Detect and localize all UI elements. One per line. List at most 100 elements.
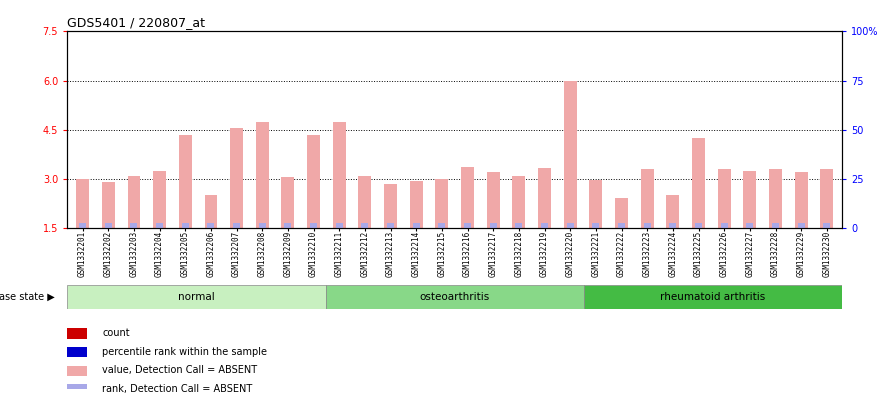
Text: GSM1332205: GSM1332205 xyxy=(181,231,190,277)
Text: GSM1332213: GSM1332213 xyxy=(386,231,395,277)
Bar xyxy=(384,184,397,228)
Bar xyxy=(772,223,779,228)
Bar xyxy=(332,121,346,228)
Bar xyxy=(744,171,756,228)
Bar xyxy=(358,176,371,228)
Text: GSM1332214: GSM1332214 xyxy=(412,231,421,277)
Text: GDS5401 / 220807_at: GDS5401 / 220807_at xyxy=(67,16,205,29)
Text: GSM1332208: GSM1332208 xyxy=(258,231,267,277)
Bar xyxy=(823,223,831,228)
Bar xyxy=(821,169,833,228)
Bar xyxy=(207,223,214,228)
Bar xyxy=(307,135,320,228)
Bar xyxy=(769,169,782,228)
Bar xyxy=(718,169,730,228)
Text: GSM1332220: GSM1332220 xyxy=(565,231,574,277)
Bar xyxy=(695,223,702,228)
Bar xyxy=(797,223,805,228)
Text: GSM1332228: GSM1332228 xyxy=(771,231,780,277)
Text: GSM1332217: GSM1332217 xyxy=(488,231,497,277)
Text: GSM1332221: GSM1332221 xyxy=(591,231,600,277)
Bar xyxy=(541,223,548,228)
Text: GSM1332226: GSM1332226 xyxy=(719,231,728,277)
Text: disease state ▶: disease state ▶ xyxy=(0,292,55,302)
Bar xyxy=(284,223,291,228)
Text: value, Detection Call = ABSENT: value, Detection Call = ABSENT xyxy=(102,365,257,375)
Bar xyxy=(127,176,141,228)
Bar xyxy=(720,223,728,228)
Text: GSM1332211: GSM1332211 xyxy=(335,231,344,277)
Text: GSM1332215: GSM1332215 xyxy=(437,231,446,277)
Text: GSM1332201: GSM1332201 xyxy=(78,231,87,277)
Text: GSM1332222: GSM1332222 xyxy=(617,231,626,277)
Bar xyxy=(464,223,471,228)
Text: GSM1332223: GSM1332223 xyxy=(642,231,651,277)
Text: GSM1332203: GSM1332203 xyxy=(129,231,138,277)
Bar xyxy=(667,195,679,228)
Bar xyxy=(564,81,577,228)
Bar xyxy=(67,329,87,339)
Bar xyxy=(182,223,189,228)
Text: GSM1332206: GSM1332206 xyxy=(206,231,215,277)
Text: GSM1332218: GSM1332218 xyxy=(514,231,523,277)
Bar xyxy=(566,223,573,228)
Text: GSM1332209: GSM1332209 xyxy=(283,231,292,277)
Bar xyxy=(538,168,551,228)
Bar xyxy=(204,195,218,228)
Text: GSM1332210: GSM1332210 xyxy=(309,231,318,277)
Bar xyxy=(438,223,445,228)
Bar xyxy=(67,366,87,376)
Bar xyxy=(67,384,87,393)
Bar xyxy=(230,128,243,228)
Bar xyxy=(259,223,266,228)
Text: GSM1332212: GSM1332212 xyxy=(360,231,369,277)
Bar xyxy=(490,223,496,228)
Text: GSM1332227: GSM1332227 xyxy=(745,231,754,277)
Text: GSM1332230: GSM1332230 xyxy=(823,231,831,277)
Text: GSM1332216: GSM1332216 xyxy=(463,231,472,277)
Bar xyxy=(325,285,584,309)
Bar xyxy=(67,285,325,309)
Bar xyxy=(233,223,240,228)
Bar xyxy=(179,135,192,228)
Bar xyxy=(692,138,705,228)
Bar xyxy=(281,177,294,228)
Bar xyxy=(746,223,754,228)
Text: rank, Detection Call = ABSENT: rank, Detection Call = ABSENT xyxy=(102,384,253,393)
Bar xyxy=(387,223,394,228)
Bar xyxy=(409,182,423,228)
Text: GSM1332204: GSM1332204 xyxy=(155,231,164,277)
Bar xyxy=(413,223,419,228)
Bar xyxy=(584,285,842,309)
Bar xyxy=(641,169,653,228)
Bar xyxy=(131,223,137,228)
Bar xyxy=(618,223,625,228)
Text: GSM1332207: GSM1332207 xyxy=(232,231,241,277)
Bar xyxy=(616,198,628,228)
Bar xyxy=(487,172,500,228)
Bar xyxy=(153,171,166,228)
Text: GSM1332224: GSM1332224 xyxy=(668,231,677,277)
Bar xyxy=(105,223,112,228)
Bar xyxy=(256,121,269,228)
Bar xyxy=(361,223,368,228)
Text: GSM1332229: GSM1332229 xyxy=(797,231,806,277)
Bar xyxy=(435,179,448,228)
Text: rheumatoid arthritis: rheumatoid arthritis xyxy=(660,292,766,302)
Bar xyxy=(79,223,86,228)
Bar xyxy=(515,223,522,228)
Text: normal: normal xyxy=(178,292,215,302)
Bar xyxy=(336,223,343,228)
Bar xyxy=(669,223,676,228)
Bar xyxy=(513,176,525,228)
Bar xyxy=(643,223,650,228)
Bar xyxy=(592,223,599,228)
Text: GSM1332219: GSM1332219 xyxy=(540,231,549,277)
Text: osteoarthritis: osteoarthritis xyxy=(419,292,490,302)
Bar xyxy=(67,347,87,357)
Bar xyxy=(76,179,89,228)
Bar xyxy=(102,182,115,228)
Text: count: count xyxy=(102,328,130,338)
Bar xyxy=(590,180,602,228)
Bar xyxy=(461,167,474,228)
